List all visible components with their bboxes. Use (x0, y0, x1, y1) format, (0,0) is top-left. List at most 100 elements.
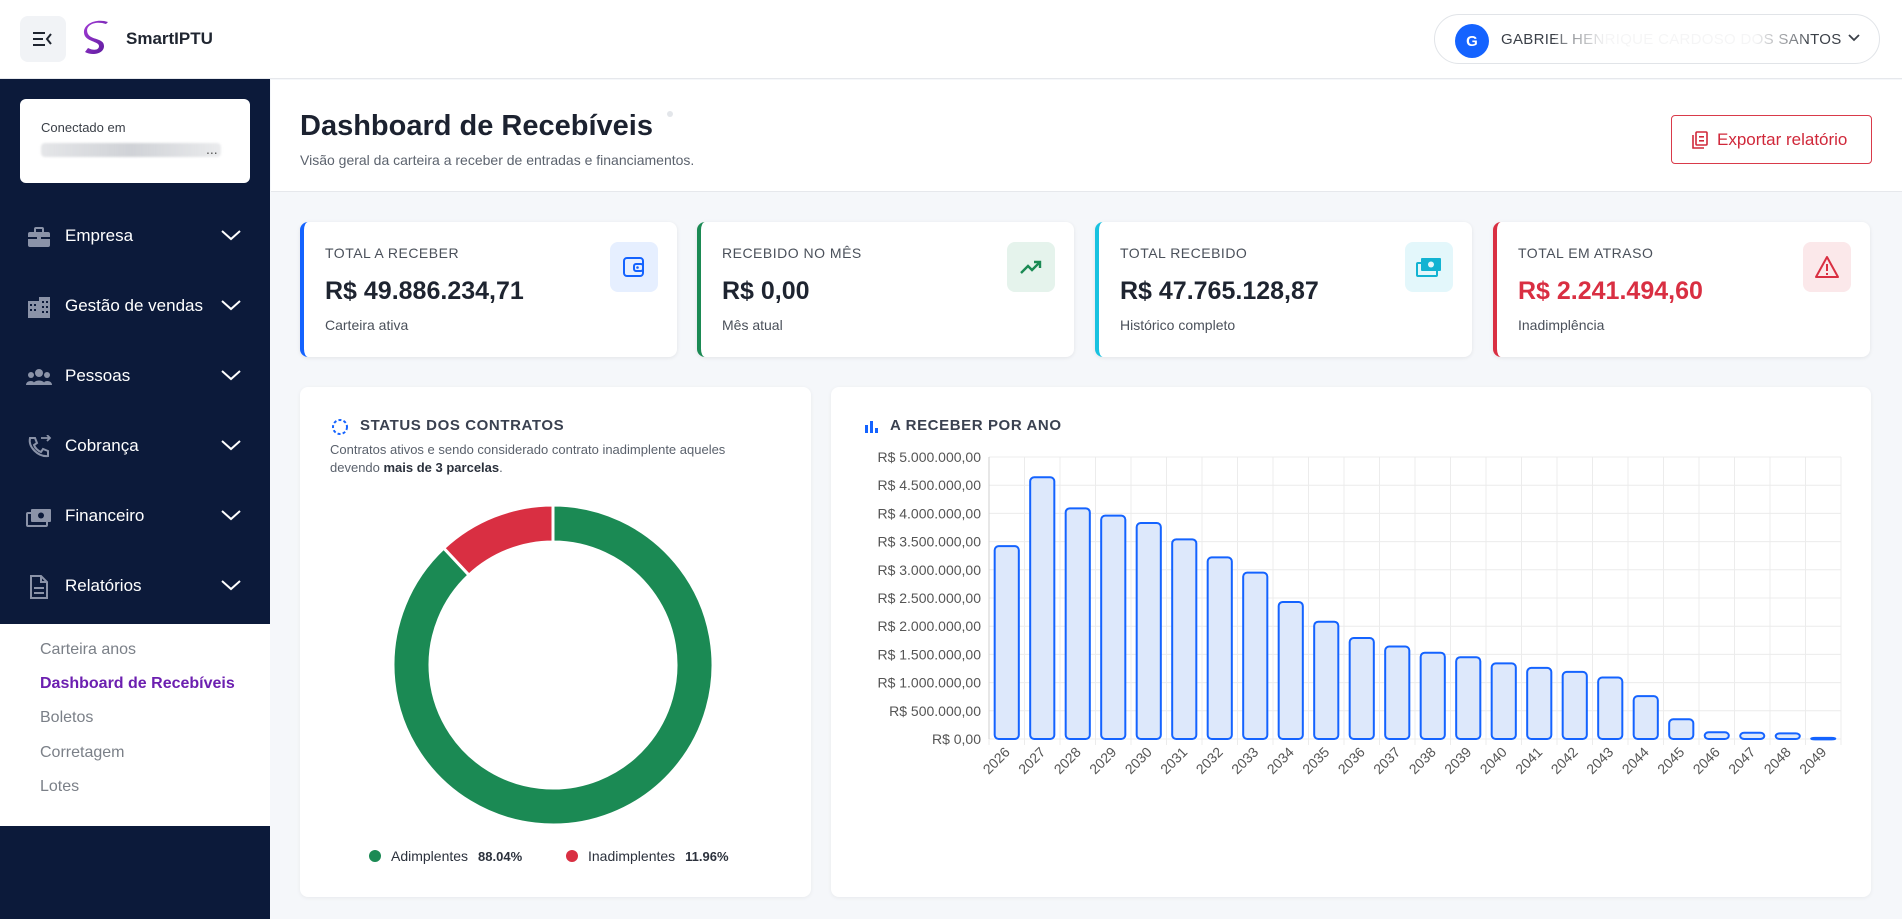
chevron-down-icon (1848, 34, 1860, 42)
donut-slice-inadimplentes[interactable] (441, 503, 555, 578)
bar-2046[interactable] (1703, 731, 1730, 740)
panel-description: Contratos ativos e sendo considerado con… (330, 442, 726, 475)
panel-title: A RECEBER POR ANO (890, 417, 1062, 434)
bar-2032[interactable] (1206, 556, 1233, 740)
legend-item-adimplentes[interactable]: Adimplentes 88.04% (369, 848, 522, 864)
bar-2037[interactable] (1384, 645, 1411, 740)
y-tick-label: R$ 500.000,00 (889, 703, 981, 719)
bar-chart-icon (865, 421, 878, 433)
status-contracts-panel: STATUS DOS CONTRATOS Contratos ativos e … (300, 387, 811, 897)
bar-2047[interactable] (1739, 731, 1766, 740)
bar-2039[interactable] (1455, 656, 1482, 740)
sidebar-item-empresa[interactable]: Empresa (0, 202, 270, 272)
donut-slice-adimplentes[interactable] (391, 503, 715, 827)
app-name: SmartIPTU (126, 29, 213, 48)
bar-2049[interactable] (1810, 736, 1837, 741)
connected-value-redacted (41, 143, 221, 157)
receivables-by-year-panel: A RECEBER POR ANO R$ 0,00 R$ 500.000,00 R$… (831, 387, 1871, 897)
bar-2028[interactable] (1064, 507, 1091, 740)
submenu-item-lotes[interactable]: Lotes (40, 778, 80, 795)
sidebar-item-label: Pessoas (65, 366, 131, 385)
bar-2044[interactable] (1632, 695, 1659, 740)
bar-2035[interactable] (1313, 620, 1340, 740)
kpi-value: R$ 0,00 (722, 277, 810, 305)
y-tick-label: R$ 2.000.000,00 (877, 618, 981, 634)
submenu-item-corretagem[interactable]: Corretagem (40, 744, 125, 761)
reports-submenu: Carteira anos Dashboard de Recebíveis Bo… (0, 624, 270, 826)
export-report-button[interactable]: Exportar relatório (1671, 115, 1872, 164)
redaction-overlay (1555, 23, 1805, 53)
y-tick-label: R$ 1.500.000,00 (877, 646, 981, 662)
kpi-note: Histórico completo (1120, 317, 1236, 333)
x-tick-label: 2040 (1477, 744, 1510, 777)
bar-2036[interactable] (1348, 637, 1375, 741)
x-tick-label: 2047 (1725, 744, 1758, 777)
menu-collapse-icon (33, 32, 52, 46)
export-report-label: Exportar relatório (1717, 130, 1848, 149)
sidebar-item-label: Gestão de vendas (65, 296, 203, 315)
kpi-total-recebido: TOTAL RECEBIDO R$ 47.765.128,87 Históric… (1095, 222, 1472, 357)
bar-2029[interactable] (1100, 514, 1127, 740)
chevron-down-icon (221, 300, 241, 311)
legend-item-inadimplentes[interactable]: Inadimplentes 11.96% (566, 848, 729, 864)
x-tick-label: 2035 (1299, 744, 1332, 777)
y-tick-label: R$ 4.500.000,00 (877, 477, 981, 493)
wallet-icon (610, 242, 658, 292)
x-tick-label: 2039 (1441, 744, 1474, 777)
kpi-recebido-no-mes: RECEBIDO NO MÊS R$ 0,00 Mês atual (697, 222, 1074, 357)
sidebar-item-gestao-vendas[interactable]: Gestão de vendas (0, 272, 270, 342)
sidebar-item-cobranca[interactable]: Cobrança (0, 412, 270, 482)
x-tick-label: 2029 (1086, 744, 1119, 777)
bar-2045[interactable] (1668, 718, 1695, 741)
menu-toggle-button[interactable] (20, 16, 66, 62)
x-tick-label: 2030 (1122, 744, 1155, 777)
bar-2027[interactable] (1029, 476, 1056, 741)
bar-2034[interactable] (1277, 600, 1304, 740)
x-tick-label: 2041 (1512, 744, 1545, 777)
loading-circle-icon (332, 419, 348, 435)
legend-label: Inadimplentes (588, 848, 676, 864)
kpi-note: Carteira ativa (325, 317, 409, 333)
submenu-item-boletos[interactable]: Boletos (40, 709, 94, 726)
bar-2041[interactable] (1526, 666, 1553, 741)
kpi-label: TOTAL EM ATRASO (1518, 245, 1654, 261)
sidebar-item-pessoas[interactable]: Pessoas (0, 342, 270, 412)
chevron-down-icon (221, 230, 241, 241)
page-title: Dashboard de Recebíveis (300, 110, 653, 142)
bar-2042[interactable] (1561, 670, 1588, 740)
user-menu[interactable]: G GABRIEL HENRIQUE CARDOSO DOS SANTOS (1434, 14, 1880, 64)
x-tick-label: 2032 (1193, 744, 1226, 777)
bar-2031[interactable] (1171, 538, 1198, 741)
document-icon (30, 575, 48, 599)
x-tick-label: 2046 (1690, 744, 1723, 777)
y-tick-label: R$ 4.000.000,00 (877, 505, 981, 521)
bar-2033[interactable] (1242, 571, 1269, 741)
chevron-down-icon (221, 510, 241, 521)
connection-card: Conectado em ... (20, 99, 250, 183)
page-header: Dashboard de Recebíveis Visão geral da c… (271, 80, 1902, 192)
kpi-total-a-receber: TOTAL A RECEBER R$ 49.886.234,71 Carteir… (300, 222, 677, 357)
cash-icon (1405, 242, 1453, 292)
kpi-note: Inadimplência (1518, 317, 1605, 333)
sidebar-item-financeiro[interactable]: Financeiro (0, 482, 270, 552)
sidebar-item-label: Empresa (65, 226, 134, 245)
bar-2040[interactable] (1490, 662, 1517, 740)
bar-2048[interactable] (1774, 732, 1801, 740)
bar-2030[interactable] (1135, 521, 1162, 740)
bar-2043[interactable] (1597, 676, 1624, 741)
submenu-item-dashboard-recebiveis[interactable]: Dashboard de Recebíveis (40, 675, 235, 692)
bar-2038[interactable] (1419, 651, 1446, 740)
x-tick-label: 2038 (1406, 744, 1439, 777)
avatar: G (1455, 24, 1489, 58)
x-tick-label: 2048 (1761, 744, 1794, 777)
y-tick-label: R$ 2.500.000,00 (877, 590, 981, 606)
kpi-value: R$ 2.241.494,60 (1518, 277, 1703, 305)
chevron-down-icon (221, 440, 241, 451)
x-tick-label: 2028 (1051, 744, 1084, 777)
bar-2026[interactable] (993, 545, 1020, 740)
sidebar-item-label: Relatórios (65, 576, 142, 595)
y-tick-label: R$ 3.500.000,00 (877, 534, 981, 550)
submenu-item-carteira-anos[interactable]: Carteira anos (40, 641, 137, 658)
sidebar-item-relatorios[interactable]: Relatórios (0, 552, 270, 622)
status-donut-chart (391, 503, 715, 827)
